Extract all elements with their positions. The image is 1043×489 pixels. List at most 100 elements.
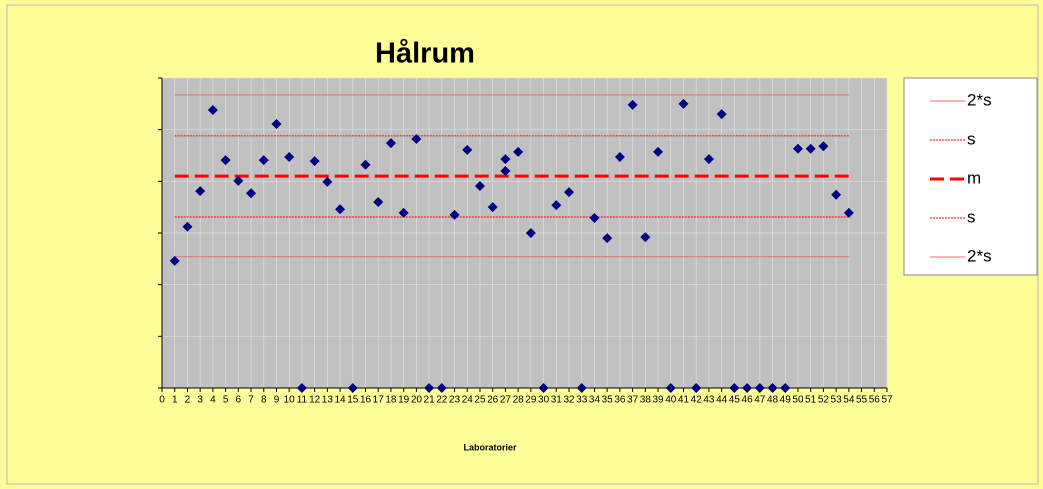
data-point <box>665 383 676 393</box>
x-tick-label: 35 <box>602 395 614 406</box>
legend-label: s <box>967 207 976 226</box>
x-tick-label: 38 <box>640 395 652 406</box>
x-tick-label: 37 <box>627 395 639 406</box>
x-tick-label: 16 <box>360 395 372 406</box>
x-tick-label: 10 <box>284 395 296 406</box>
x-tick-label: 45 <box>729 395 741 406</box>
x-tick-label: 15 <box>347 395 359 406</box>
data-point <box>411 133 422 144</box>
data-point <box>589 213 600 224</box>
x-tick-label: 30 <box>538 395 550 406</box>
x-tick-label: 49 <box>780 395 792 406</box>
data-point <box>360 159 371 170</box>
data-point <box>691 383 702 393</box>
x-tick-label: 55 <box>856 395 868 406</box>
data-point <box>818 141 829 152</box>
x-tick-label: 6 <box>236 395 242 406</box>
x-tick-label: 36 <box>614 395 626 406</box>
data-point <box>564 187 575 198</box>
data-point <box>373 197 384 207</box>
x-tick-label: 51 <box>805 395 817 406</box>
x-tick-label: 21 <box>424 395 436 406</box>
x-tick-label: 5 <box>223 395 229 406</box>
data-point <box>182 221 193 232</box>
data-point <box>500 154 511 165</box>
data-point <box>309 156 320 167</box>
x-tick-label: 7 <box>248 395 254 406</box>
x-tick-label: 54 <box>843 395 855 406</box>
data-point <box>843 207 854 218</box>
data-point <box>195 186 206 197</box>
data-point <box>831 189 842 200</box>
data-point <box>742 383 753 393</box>
x-tick-label: 23 <box>449 395 461 406</box>
x-tick-label: 20 <box>411 395 423 406</box>
data-point <box>322 176 333 187</box>
x-tick-label: 27 <box>500 395 512 406</box>
data-point <box>424 383 435 393</box>
data-point <box>729 383 740 393</box>
data-point <box>640 232 651 243</box>
x-tick-label: 42 <box>691 395 703 406</box>
x-tick-label: 32 <box>563 395 575 406</box>
x-tick-label: 56 <box>869 395 881 406</box>
x-tick-label: 47 <box>754 395 766 406</box>
x-tick-label: 19 <box>398 395 410 406</box>
data-point <box>678 98 689 109</box>
x-tick-label: 29 <box>525 395 537 406</box>
x-tick-label: 31 <box>551 395 563 406</box>
data-point <box>780 383 791 393</box>
x-tick-label: 18 <box>385 395 397 406</box>
legend-label: 2*s <box>967 90 992 109</box>
data-point <box>653 146 664 157</box>
x-tick-label: 41 <box>678 395 690 406</box>
data-point <box>487 202 498 213</box>
data-point <box>207 105 218 116</box>
x-tick-label: 11 <box>297 395 308 406</box>
data-point <box>716 109 727 120</box>
data-point <box>385 138 396 149</box>
data-point <box>296 383 307 393</box>
data-point <box>449 209 460 220</box>
data-point <box>347 383 358 393</box>
data-point <box>462 144 473 155</box>
data-point <box>513 146 524 157</box>
data-point <box>500 166 511 176</box>
legend <box>903 77 1038 276</box>
x-tick-label: 3 <box>197 395 203 406</box>
data-point <box>233 175 244 186</box>
x-tick-label: 0 <box>159 395 165 406</box>
data-point <box>602 233 613 244</box>
x-axis-label: Laboratorier <box>463 442 517 452</box>
x-tick-label: 40 <box>665 395 677 406</box>
x-tick-label: 43 <box>703 395 715 406</box>
data-point <box>284 152 295 163</box>
data-point <box>767 383 778 393</box>
legend-label: s <box>967 129 976 148</box>
data-point <box>335 204 346 215</box>
x-tick-label: 14 <box>335 395 347 406</box>
x-tick-label: 1 <box>172 395 178 406</box>
data-point <box>754 383 765 393</box>
x-tick-label: 57 <box>881 395 893 406</box>
data-point <box>398 207 409 218</box>
x-tick-label: 33 <box>576 395 588 406</box>
x-tick-label: 39 <box>652 395 664 406</box>
x-tick-label: 34 <box>589 395 601 406</box>
data-point <box>538 383 549 393</box>
data-point <box>525 228 536 238</box>
data-point <box>220 155 231 166</box>
x-tick-label: 24 <box>462 395 474 406</box>
x-tick-label: 48 <box>767 395 779 406</box>
x-tick-label: 44 <box>716 395 728 406</box>
x-tick-label: 8 <box>261 395 267 406</box>
x-tick-label: 9 <box>274 395 280 406</box>
data-point <box>258 155 269 166</box>
x-tick-label: 52 <box>818 395 830 406</box>
chart-title: Hålrum <box>375 38 475 70</box>
data-point <box>627 99 638 110</box>
x-tick-label: 50 <box>792 395 804 406</box>
data-point <box>474 180 485 191</box>
data-point <box>436 383 447 393</box>
